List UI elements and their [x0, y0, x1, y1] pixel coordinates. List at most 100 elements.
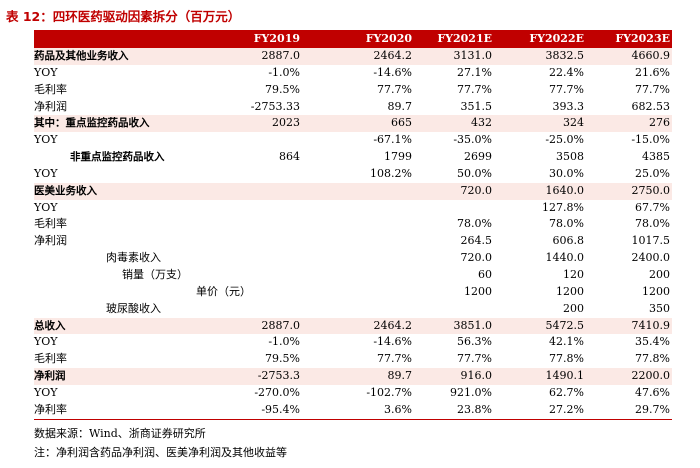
row-value [220, 166, 300, 183]
row-label: YOY [34, 385, 58, 399]
row-value: 2400.0 [631, 251, 671, 265]
row-value: 1799 [384, 150, 412, 164]
row-label: YOY [34, 166, 58, 180]
row-value: -102.7% [366, 385, 412, 399]
header-col-2: FY2021E [437, 32, 492, 45]
table-row: 净利润 -2753.33 89.7 351.5 393.3 682.53 [34, 99, 672, 116]
row-value: 77.7% [635, 82, 670, 96]
row-value: -14.6% [373, 65, 412, 79]
row-value: 56.3% [457, 335, 492, 349]
row-value: 2750.0 [631, 183, 671, 197]
row-value: -1.0% [268, 65, 300, 79]
row-value: 720.0 [460, 183, 493, 197]
row-label: 单价（元） [196, 284, 251, 298]
row-value [220, 183, 300, 200]
table-row: 总收入 2887.0 2464.2 3851.0 5472.5 7410.9 [34, 317, 672, 335]
row-value: 276 [649, 116, 670, 130]
row-value: 67.7% [635, 200, 670, 214]
row-value: 77.7% [377, 82, 412, 96]
row-value: 62.7% [549, 385, 584, 399]
row-label: 净利润 [34, 99, 67, 113]
row-label: YOY [34, 65, 58, 79]
table-row: 单价（元） 1200 1200 1200 [34, 284, 672, 301]
row-value: 606.8 [552, 234, 585, 248]
table-row: YOY 108.2% 50.0% 30.0% 25.0% [34, 166, 672, 183]
source-note: 数据来源：Wind、浙商证券研究所 [34, 427, 206, 440]
row-value [412, 301, 492, 318]
row-value: 4660.9 [631, 49, 671, 62]
row-label: 净利率 [34, 402, 67, 416]
row-value: 77.8% [549, 352, 584, 366]
row-value: 3851.0 [453, 318, 493, 332]
row-value: 77.7% [457, 82, 492, 96]
row-value: 916.0 [460, 369, 493, 383]
row-value: 127.8% [542, 200, 584, 214]
row-value [220, 216, 300, 233]
table-row: 净利润 -2753.3 89.7 916.0 1490.1 2200.0 [34, 368, 672, 385]
row-value: 120 [563, 267, 584, 281]
row-label: 净利润 [34, 370, 66, 383]
row-value: 2887.0 [261, 318, 301, 332]
row-value [332, 216, 412, 233]
row-value: 1200 [642, 284, 670, 298]
row-value: 3131.0 [453, 49, 493, 62]
header-col-1: FY2020 [365, 32, 412, 45]
row-value [220, 284, 300, 301]
row-value: 1490.1 [545, 369, 585, 383]
row-value: -2753.3 [257, 369, 300, 383]
row-value [220, 200, 300, 217]
table-row: 销量（万支） 60 120 200 [34, 267, 672, 284]
table-row: 净利润 264.5 606.8 1017.5 [34, 233, 672, 250]
row-label: 其中：重点监控药品收入 [34, 117, 150, 130]
row-value: 89.7 [387, 369, 413, 383]
table-row: 毛利率 78.0% 78.0% 78.0% [34, 216, 672, 233]
table-row: 肉毒素收入 720.0 1440.0 2400.0 [34, 250, 672, 267]
row-label: YOY [34, 133, 58, 147]
row-value: 200 [563, 301, 584, 315]
table-row: 净利率 -95.4% 3.6% 23.8% 27.2% 29.7% [34, 402, 672, 419]
row-label: 毛利率 [34, 82, 67, 96]
header-col-4: FY2023E [615, 32, 670, 45]
header-col-3: FY2022E [529, 32, 584, 45]
row-value: 77.7% [457, 352, 492, 366]
table-row: 毛利率 79.5% 77.7% 77.7% 77.8% 77.8% [34, 351, 672, 368]
row-value: -14.6% [373, 335, 412, 349]
row-value: 3508 [556, 150, 584, 164]
row-value: 200 [649, 267, 670, 281]
row-value [332, 183, 412, 200]
row-value: 23.8% [457, 402, 492, 416]
row-value: 27.2% [549, 402, 584, 416]
row-value: 720.0 [460, 251, 493, 265]
table-row: 其中：重点监控药品收入 2023 665 432 324 276 [34, 115, 672, 133]
row-value [412, 200, 492, 217]
row-value: -25.0% [545, 133, 584, 147]
row-value: 78.0% [635, 217, 670, 231]
row-value: -15.0% [631, 133, 670, 147]
row-value: -95.4% [261, 402, 300, 416]
row-value: 1640.0 [545, 183, 585, 197]
row-value: 50.0% [457, 166, 492, 180]
row-value: 77.7% [549, 82, 584, 96]
row-value: -1.0% [268, 335, 300, 349]
row-label: 非重点监控药品收入 [70, 151, 165, 164]
table-row: YOY -1.0% -14.6% 56.3% 42.1% 35.4% [34, 334, 672, 351]
row-value: 47.6% [635, 385, 670, 399]
row-label: 药品及其他业务收入 [34, 50, 129, 62]
row-value: 1017.5 [631, 234, 671, 248]
row-value: 21.6% [635, 65, 670, 79]
row-value: 2023 [272, 116, 300, 130]
row-value: 324 [563, 116, 584, 130]
table-row: 毛利率 79.5% 77.7% 77.7% 77.7% 77.7% [34, 82, 672, 99]
row-value: 350 [649, 301, 670, 315]
row-value [220, 132, 300, 149]
row-value: 2200.0 [631, 369, 671, 383]
row-label: YOY [34, 200, 58, 214]
row-value: 432 [471, 116, 492, 130]
row-value: 264.5 [460, 234, 493, 248]
row-value: 1200 [464, 284, 492, 298]
row-value: 4385 [642, 150, 670, 164]
table-row: 非重点监控药品收入 864 1799 2699 3508 4385 [34, 149, 672, 166]
table-row: 医美业务收入 720.0 1640.0 2750.0 [34, 182, 672, 200]
row-value [220, 233, 300, 250]
row-value [332, 250, 412, 267]
